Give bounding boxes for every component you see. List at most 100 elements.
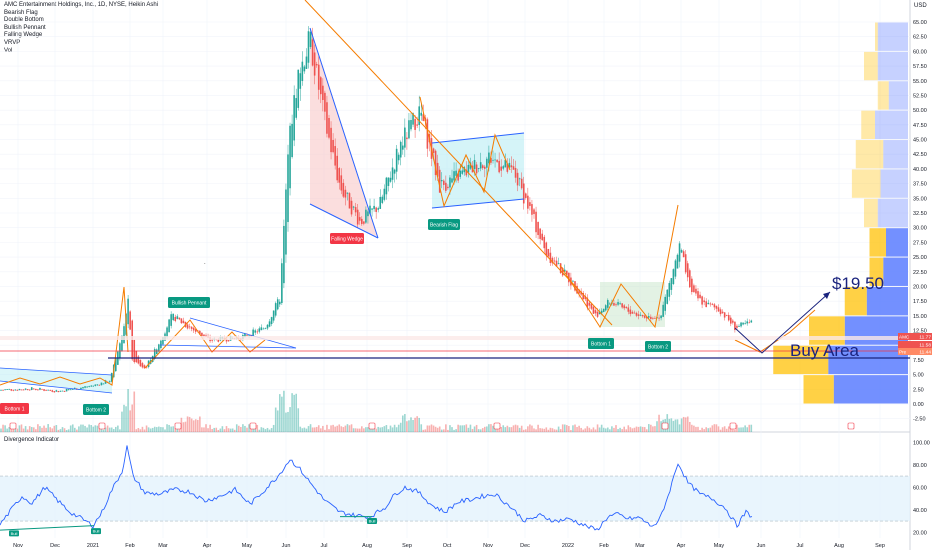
indicator-label-1[interactable]: Bearish Flag [4,9,38,16]
candle-body [182,320,185,324]
volume-bar [268,429,271,432]
candle-body [395,148,398,172]
candle-body [315,64,318,66]
volume-bar [303,427,306,432]
volume-bar [539,428,541,432]
y-tick-label: 65.00 [913,20,927,26]
y-tick-label: 45.00 [913,138,927,144]
volume-bar [16,428,19,432]
volume-bar [151,427,154,432]
volume-bar [213,427,215,432]
volume-bar [219,428,222,432]
candle-body [244,333,246,338]
volume-bar [336,425,338,432]
volume-bar [305,428,308,432]
candle-body [45,390,47,391]
indicator-label-4[interactable]: Falling Wedge [4,32,43,39]
wedge-upper-line [309,27,379,239]
volume-bar [734,429,736,432]
candle-body [645,316,648,319]
volume-bar [63,428,66,432]
volume-bar [586,426,589,432]
candle-body [289,125,291,189]
volume-bar [223,429,226,432]
candle-body [69,389,72,391]
volume-bar [469,424,472,432]
candle-body [102,383,105,385]
bull-badge-label: Bull [93,529,100,534]
indicator-label-3[interactable]: Bullish Pennant [4,24,46,31]
volume-bar [6,428,8,432]
projection-arrowhead [823,292,830,299]
candle-body [412,113,414,125]
volume-bar [291,393,293,432]
candle-body [609,303,611,305]
event-marker [493,422,501,430]
candle-body [139,360,142,367]
x-tick-label: 2021 [87,543,99,549]
candle-body [199,330,201,335]
candle-body [713,304,716,308]
volume-bar [496,428,498,432]
volume-bar [488,424,490,432]
volume-bar [648,424,650,432]
candle-body [576,285,578,294]
volume-bar [203,427,205,432]
badge-bullish-pennant-bg [168,297,210,308]
bull-badge-label: Bull [11,531,18,536]
candle-body [252,329,254,336]
volume-bar [379,427,382,432]
candle-body [695,288,697,294]
volume-bar [541,428,543,432]
volume-bar [422,429,425,432]
volume-bar [287,411,289,432]
volume-bar [84,425,86,432]
volume-bar [262,427,265,432]
candle-body [53,391,56,393]
volume-bar [119,429,121,432]
volume-bar [518,427,521,432]
indicator-label-5[interactable]: VRVP [4,39,21,46]
volume-bar [566,425,568,432]
volume-bar [615,425,617,432]
volume-bar [133,391,136,432]
volume-bar [28,426,31,432]
volume-bar [57,429,60,432]
volume-bar [51,428,54,432]
candle-body [664,296,666,311]
candle-body [475,164,478,174]
candle-body [332,139,334,153]
badge-bottom-2-2020: Bottom 2 [86,408,106,414]
volume-bar [449,425,451,432]
volume-bar [551,428,554,432]
candle-body [369,205,371,214]
candle-body [615,304,617,306]
volume-bar [145,425,148,432]
vp-sell-bar [803,375,834,404]
volume-bar [602,427,605,432]
oscillator-title[interactable]: Divergence Indicator [4,437,60,443]
candle-body [379,196,382,209]
volume-bar [436,427,439,432]
candle-body [588,302,591,306]
volume-bar [572,425,574,432]
candle-body [738,325,740,327]
vp-sell-bar [861,110,875,140]
volume-bar [184,421,187,432]
y-tick-label: 22.50 [913,270,927,276]
candle-body [502,166,505,169]
volume-bar [682,416,685,432]
volume-bar [340,426,343,432]
volume-bar [590,429,593,432]
candle-body [100,382,103,386]
candle-body [590,304,593,309]
candle-body [420,112,423,116]
badge-bottom-2-2020-bg [83,404,109,415]
candle-body [545,242,548,256]
volume-bar [522,429,525,432]
volume-bar [697,426,699,432]
indicator-label-2[interactable]: Double Bottom [4,17,44,24]
volume-bar [129,410,131,432]
indicator-label-6[interactable]: Vol [4,47,13,54]
